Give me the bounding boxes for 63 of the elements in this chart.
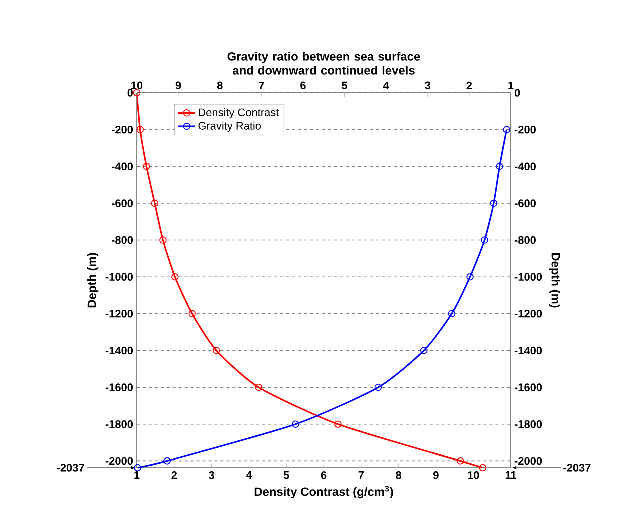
x2-tick-label: 8 — [217, 82, 223, 90]
point — [188, 310, 196, 318]
y-tick-label: -2000 — [106, 457, 134, 466]
x-axis-title: Density Contrast (g/cm$^{3}$) — [254, 486, 394, 499]
point — [456, 458, 464, 465]
x-tick-label: 3 — [209, 472, 214, 480]
y2-tick-label: -400 — [514, 162, 536, 171]
y2-tick-label: -600 — [514, 200, 536, 208]
x-tick-label: 1 — [134, 472, 140, 480]
x-tick-label: 11 — [506, 472, 516, 480]
x2-tick-label: 3 — [425, 82, 431, 90]
y2-tick-label: -1600 — [514, 384, 542, 392]
x2-tick-label: 9 — [176, 82, 182, 90]
y-axis-title: Depth (m) — [87, 253, 99, 308]
y-tick-label: -1000 — [106, 273, 134, 281]
point — [143, 162, 150, 170]
point — [160, 236, 167, 244]
x-tick-label: 6 — [321, 472, 327, 480]
x2-tick-label: 6 — [300, 82, 306, 90]
x2-tick-label: 7 — [259, 82, 264, 90]
y-tick-label: -400 — [112, 162, 134, 171]
y2-tick-label: -1400 — [514, 346, 542, 355]
x2-tick-label: 4 — [383, 82, 390, 90]
y-tick-label: -1400 — [106, 346, 134, 355]
text: -2037 — [57, 464, 84, 472]
y-tick-label: -200 — [112, 126, 134, 134]
point — [133, 89, 141, 97]
y2-tick-label: -200 — [514, 126, 536, 134]
y2-axis-title: Depth (m) — [549, 253, 561, 308]
point — [151, 200, 159, 208]
point — [334, 420, 342, 428]
x-tick-label: 5 — [284, 472, 290, 480]
y2-tick-label: -1800 — [514, 420, 542, 428]
y2-tick-label: -2000 — [514, 457, 542, 466]
point — [479, 464, 487, 472]
legend-label: Density Contrast — [199, 108, 280, 119]
x-tick-label: 7 — [358, 472, 364, 480]
point — [213, 347, 220, 354]
x2-tick-label: 1 — [508, 82, 514, 90]
y-tick-label: 0 — [128, 89, 134, 97]
x-tick-label: 4 — [246, 472, 252, 480]
x2-tick-label: 5 — [342, 82, 348, 90]
y2-tick-label: -1200 — [514, 310, 542, 318]
x-tick-label: 8 — [396, 472, 402, 480]
y-tick-label: -1800 — [106, 420, 134, 428]
y2-tick-label: 0 — [514, 89, 520, 97]
x-tick-label: 9 — [434, 472, 439, 480]
point — [136, 126, 144, 134]
point — [255, 384, 263, 392]
y-tick-label: -1600 — [106, 384, 134, 392]
x2-tick-label: 2 — [466, 82, 472, 90]
y2-tick-label: -1000 — [514, 273, 542, 281]
x2-axis-title: Gravity ratio between sea surface and downward continued levels — [228, 52, 420, 75]
x2-tick-label: 10 — [132, 82, 143, 90]
x-tick-label: 2 — [172, 472, 178, 480]
y-tick-label: -600 — [112, 200, 134, 208]
y-tick-label: -800 — [112, 236, 134, 244]
x-tick-label: 10 — [468, 472, 480, 480]
text: -2037 — [564, 464, 591, 472]
y2-tick-label: -800 — [514, 236, 536, 244]
legend-label: Gravity Ratio — [198, 122, 262, 132]
y-tick-label: -1200 — [106, 310, 134, 318]
point — [172, 273, 179, 281]
